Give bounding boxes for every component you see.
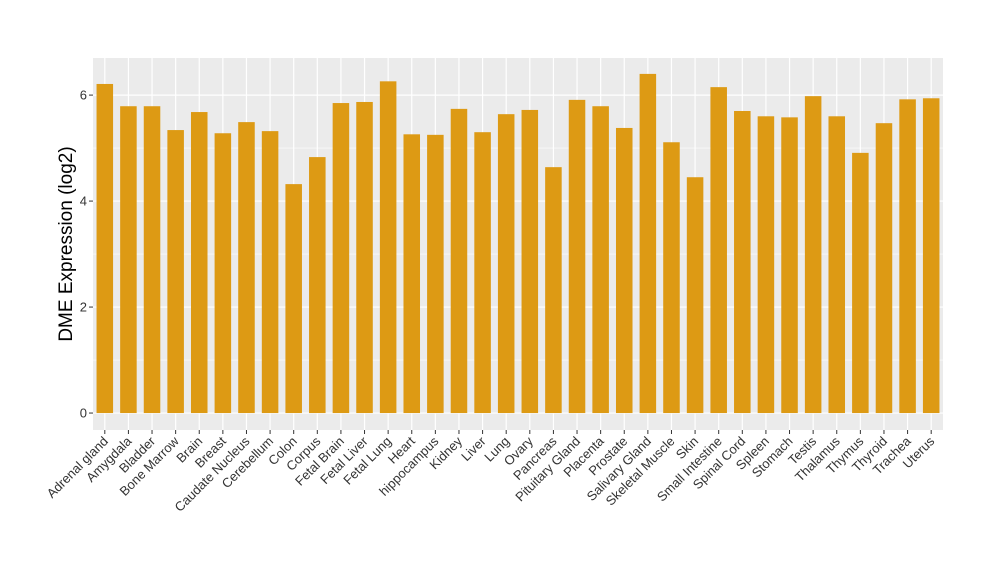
bar: [285, 184, 302, 414]
bar: [214, 133, 232, 414]
bar: [521, 109, 539, 414]
x-tick-label: Liver: [458, 433, 489, 464]
bar: [238, 122, 255, 414]
bar: [143, 106, 161, 414]
bar: [757, 116, 775, 414]
bar: [592, 106, 609, 414]
bar: [403, 134, 421, 414]
bar: [899, 99, 916, 414]
bars: [96, 73, 940, 414]
bar: [639, 73, 657, 414]
plot-panel: [93, 58, 943, 430]
bar: [332, 103, 350, 414]
bar: [663, 142, 680, 414]
y-axis: 0 2 4 6: [80, 88, 93, 421]
y-axis-title: DME Expression (log2): [56, 146, 77, 341]
bar: [804, 96, 822, 414]
bar: [545, 167, 562, 414]
bar: [686, 177, 704, 414]
bar: [474, 132, 491, 414]
bar: [261, 131, 279, 414]
bar: [356, 101, 373, 414]
bar: [710, 87, 727, 414]
bar: [615, 127, 633, 414]
bar: [852, 152, 869, 414]
bar: [828, 116, 846, 414]
bar: [922, 98, 940, 414]
bar: [568, 99, 586, 414]
bar: [450, 108, 468, 414]
bar: [167, 130, 184, 414]
bar: [497, 114, 515, 414]
bar: [309, 157, 326, 414]
bar: [875, 123, 893, 414]
y-tick-label: 0: [80, 406, 87, 421]
bar: [96, 83, 114, 414]
bar: [427, 134, 444, 414]
y-tick-label: 2: [80, 300, 87, 315]
bar: [120, 106, 137, 414]
bar: [781, 117, 798, 414]
y-tick-label: 4: [80, 194, 87, 209]
bar: [190, 112, 208, 414]
bar: [379, 81, 397, 414]
bar: [734, 110, 751, 414]
y-tick-label: 6: [80, 88, 87, 103]
